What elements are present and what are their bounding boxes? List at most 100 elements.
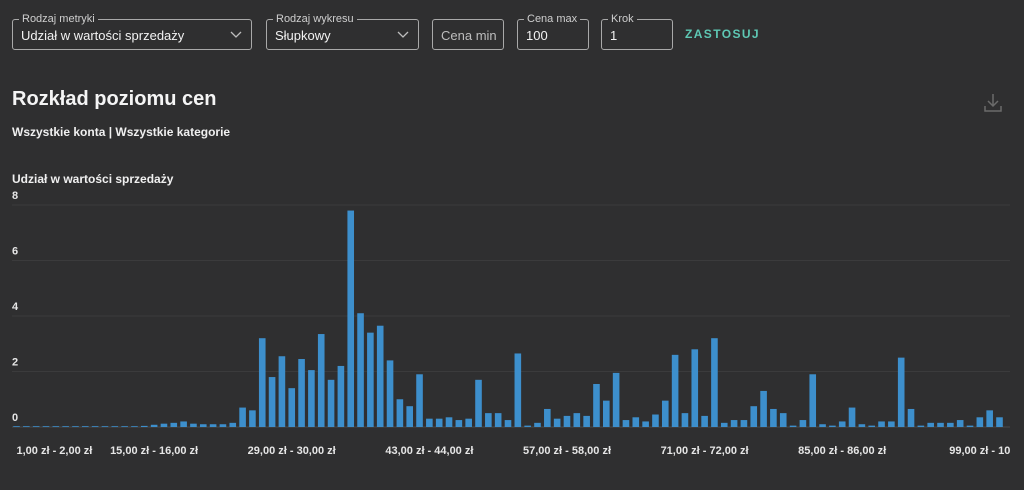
- bar[interactable]: [485, 413, 492, 428]
- bar[interactable]: [799, 420, 807, 427]
- bar[interactable]: [632, 417, 640, 427]
- bar[interactable]: [367, 332, 374, 427]
- apply-button[interactable]: ZASTOSUJ: [685, 27, 760, 41]
- price-max-input[interactable]: Cena max 100: [517, 12, 589, 50]
- bar[interactable]: [652, 414, 659, 427]
- bar[interactable]: [140, 425, 148, 427]
- bar[interactable]: [504, 420, 512, 427]
- bar[interactable]: [416, 374, 423, 427]
- bar[interactable]: [72, 426, 79, 427]
- bar[interactable]: [268, 377, 276, 427]
- bar[interactable]: [386, 360, 394, 427]
- metric-select[interactable]: Rodzaj metryki Udział w wartości sprzeda…: [12, 12, 252, 50]
- bar[interactable]: [534, 422, 541, 427]
- bar[interactable]: [897, 357, 905, 428]
- bar[interactable]: [593, 383, 600, 427]
- bar[interactable]: [475, 379, 482, 427]
- bar[interactable]: [327, 379, 335, 427]
- bar[interactable]: [219, 424, 227, 427]
- bar[interactable]: [465, 418, 472, 427]
- bar[interactable]: [603, 400, 610, 427]
- download-icon[interactable]: [983, 92, 1003, 114]
- bar[interactable]: [23, 426, 30, 427]
- bar[interactable]: [750, 406, 758, 427]
- bar[interactable]: [642, 421, 649, 427]
- bar[interactable]: [583, 415, 590, 427]
- bar[interactable]: [848, 407, 856, 427]
- bar[interactable]: [868, 425, 876, 427]
- bar[interactable]: [947, 422, 954, 427]
- bar[interactable]: [838, 421, 846, 427]
- bar[interactable]: [180, 421, 187, 427]
- bar[interactable]: [101, 426, 109, 427]
- bar[interactable]: [229, 422, 237, 427]
- bar[interactable]: [622, 420, 630, 427]
- bar[interactable]: [62, 426, 69, 427]
- bar[interactable]: [514, 353, 522, 427]
- bar[interactable]: [907, 408, 915, 427]
- bar[interactable]: [160, 423, 168, 427]
- bar[interactable]: [779, 413, 787, 428]
- bar[interactable]: [573, 413, 581, 428]
- bar[interactable]: [809, 374, 817, 427]
- bar[interactable]: [966, 425, 974, 427]
- bar[interactable]: [927, 422, 934, 427]
- bar[interactable]: [671, 354, 679, 427]
- bar[interactable]: [524, 425, 531, 427]
- bar[interactable]: [730, 420, 738, 427]
- bar[interactable]: [917, 425, 925, 427]
- bar[interactable]: [239, 407, 246, 427]
- bar[interactable]: [337, 365, 345, 427]
- bar[interactable]: [258, 338, 266, 427]
- bar[interactable]: [681, 413, 689, 428]
- bar[interactable]: [376, 325, 384, 427]
- bar[interactable]: [976, 417, 984, 427]
- bar[interactable]: [347, 210, 355, 427]
- bar[interactable]: [317, 334, 325, 427]
- bar[interactable]: [720, 422, 728, 427]
- bar[interactable]: [406, 406, 413, 427]
- bar[interactable]: [612, 372, 620, 427]
- bar[interactable]: [150, 424, 158, 427]
- bar[interactable]: [661, 400, 669, 427]
- bar[interactable]: [426, 418, 433, 427]
- bar[interactable]: [396, 399, 404, 427]
- bar[interactable]: [711, 338, 718, 427]
- bar[interactable]: [52, 426, 60, 427]
- price-min-input[interactable]: Cena min: [432, 19, 504, 50]
- bar[interactable]: [544, 408, 551, 427]
- bar[interactable]: [13, 426, 20, 427]
- bar[interactable]: [986, 410, 993, 427]
- bar[interactable]: [190, 423, 197, 427]
- bar[interactable]: [937, 422, 944, 427]
- chart-type-select[interactable]: Rodzaj wykresu Słupkowy: [266, 12, 419, 50]
- bar[interactable]: [209, 424, 217, 427]
- bar[interactable]: [308, 370, 315, 427]
- bar[interactable]: [701, 415, 708, 427]
- bar[interactable]: [111, 426, 119, 427]
- step-input[interactable]: Krok 1: [601, 12, 673, 50]
- bar[interactable]: [563, 415, 571, 427]
- bar[interactable]: [199, 424, 207, 427]
- bar[interactable]: [789, 425, 797, 427]
- bar[interactable]: [288, 388, 296, 427]
- bar[interactable]: [455, 420, 463, 427]
- bar[interactable]: [829, 425, 836, 427]
- bar[interactable]: [357, 313, 364, 427]
- bar[interactable]: [858, 424, 866, 427]
- bar[interactable]: [121, 426, 128, 427]
- bar[interactable]: [170, 422, 178, 427]
- bar[interactable]: [494, 413, 502, 428]
- bar[interactable]: [131, 426, 138, 427]
- bar[interactable]: [760, 390, 767, 427]
- bar[interactable]: [553, 418, 561, 427]
- bar[interactable]: [249, 410, 256, 427]
- bar[interactable]: [740, 420, 748, 427]
- bar[interactable]: [91, 426, 99, 427]
- bar[interactable]: [878, 421, 885, 427]
- bar[interactable]: [691, 349, 699, 427]
- bar[interactable]: [435, 418, 443, 427]
- bar[interactable]: [278, 356, 286, 427]
- bar[interactable]: [42, 426, 50, 427]
- bar[interactable]: [298, 359, 305, 427]
